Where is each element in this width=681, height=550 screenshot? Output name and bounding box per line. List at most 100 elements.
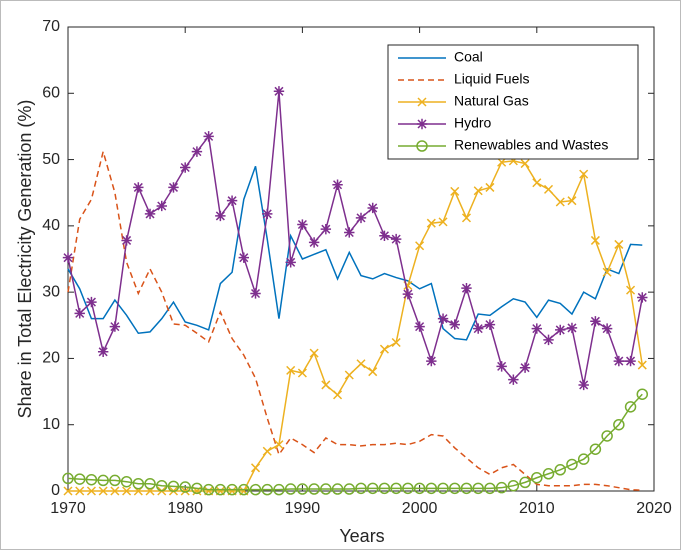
marker	[543, 184, 554, 194]
legend-marker	[417, 97, 427, 107]
marker	[332, 179, 343, 190]
marker	[507, 479, 520, 492]
y-tick-label: 60	[42, 85, 60, 102]
marker	[168, 182, 179, 193]
marker	[344, 370, 354, 380]
marker	[555, 197, 565, 207]
marker	[262, 446, 272, 456]
series-line	[67, 393, 643, 491]
marker	[519, 476, 531, 489]
marker	[156, 479, 168, 492]
marker	[413, 482, 426, 495]
marker	[75, 486, 85, 496]
marker	[215, 210, 226, 222]
marker	[286, 365, 296, 375]
marker	[601, 323, 613, 334]
marker	[437, 482, 449, 495]
y-tick-label: 30	[42, 283, 60, 300]
marker	[391, 337, 401, 348]
marker	[249, 483, 262, 496]
marker	[390, 482, 402, 495]
y-tick-label: 10	[42, 416, 60, 433]
legend-marker	[416, 140, 428, 152]
marker	[144, 208, 156, 220]
marker	[110, 486, 120, 496]
marker	[555, 324, 566, 336]
x-tick-label: 2020	[636, 500, 672, 517]
marker	[262, 208, 273, 220]
marker	[355, 212, 367, 224]
marker	[226, 483, 238, 496]
x-tick-label: 2000	[402, 500, 438, 517]
marker	[355, 482, 367, 495]
legend-label: Liquid Fuels	[454, 71, 530, 87]
marker	[438, 217, 448, 227]
marker	[109, 474, 121, 487]
legend-label: Renewables and Wastes	[454, 137, 608, 153]
marker	[542, 468, 555, 480]
marker	[578, 379, 589, 391]
marker	[461, 282, 472, 294]
marker	[97, 346, 109, 357]
x-tick-label: 2010	[519, 500, 555, 517]
marker	[461, 213, 472, 223]
marker	[390, 233, 402, 245]
y-tick-label: 70	[42, 18, 60, 35]
marker	[180, 162, 191, 173]
marker	[284, 483, 297, 495]
marker	[626, 285, 636, 295]
marker	[589, 443, 602, 455]
marker	[296, 483, 309, 495]
marker	[85, 473, 98, 486]
marker	[426, 218, 436, 228]
marker	[367, 202, 378, 214]
marker	[485, 182, 495, 192]
marker	[62, 472, 74, 485]
marker	[214, 483, 227, 496]
marker	[567, 196, 577, 206]
marker	[156, 200, 167, 212]
marker	[590, 316, 601, 327]
marker	[579, 169, 589, 179]
marker	[333, 390, 343, 400]
marker	[379, 344, 389, 354]
marker	[321, 380, 331, 390]
marker	[508, 374, 519, 385]
legend: Coal Liquid Fuels Natural Gas Hydro Renewabl…	[387, 44, 639, 160]
y-tick-label: 50	[42, 151, 60, 168]
marker	[308, 237, 320, 248]
marker	[472, 482, 484, 495]
marker	[98, 486, 108, 496]
marker	[613, 418, 625, 431]
marker	[250, 463, 261, 473]
marker	[121, 235, 132, 246]
y-tick-label: 40	[42, 217, 60, 234]
marker	[531, 323, 542, 334]
x-tick-label: 1990	[285, 500, 321, 517]
legend-marker	[416, 118, 428, 130]
marker	[601, 430, 613, 442]
marker	[590, 235, 600, 245]
marker	[624, 401, 637, 413]
marker	[415, 241, 425, 251]
marker	[531, 471, 543, 484]
marker	[566, 458, 578, 471]
series-line	[67, 165, 643, 341]
marker	[261, 483, 273, 496]
marker	[543, 334, 554, 346]
marker	[426, 355, 437, 367]
marker	[308, 483, 320, 495]
marker	[577, 453, 590, 465]
marker	[484, 482, 496, 495]
marker	[109, 321, 121, 332]
marker	[86, 296, 97, 308]
y-tick-label: 0	[51, 482, 60, 499]
marker	[238, 483, 250, 496]
marker	[203, 131, 214, 142]
marker	[331, 483, 344, 495]
marker	[226, 195, 238, 206]
marker	[273, 483, 285, 496]
marker	[120, 475, 133, 488]
